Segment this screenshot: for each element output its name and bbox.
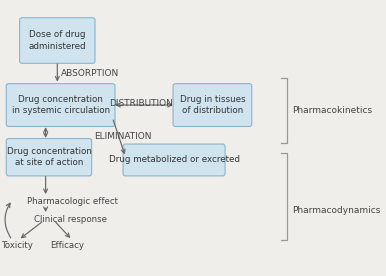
Text: Pharmacologic effect: Pharmacologic effect xyxy=(27,197,118,206)
Text: Drug concentration
in systemic circulation: Drug concentration in systemic circulati… xyxy=(12,95,110,115)
Text: Pharmacokinetics: Pharmacokinetics xyxy=(293,106,372,115)
Text: ABSORPTION: ABSORPTION xyxy=(61,69,119,78)
Text: Clinical response: Clinical response xyxy=(34,214,107,224)
Text: Toxicity: Toxicity xyxy=(2,241,34,250)
Text: Efficacy: Efficacy xyxy=(50,241,84,250)
Text: Drug in tissues
of distribution: Drug in tissues of distribution xyxy=(179,95,245,115)
Text: Pharmacodynamics: Pharmacodynamics xyxy=(293,206,381,215)
FancyBboxPatch shape xyxy=(20,18,95,63)
FancyBboxPatch shape xyxy=(173,84,252,126)
Text: Dose of drug
administered: Dose of drug administered xyxy=(29,30,86,51)
Text: ELIMINATION: ELIMINATION xyxy=(94,132,151,141)
FancyBboxPatch shape xyxy=(6,84,115,126)
Text: Drug metabolized or excreted: Drug metabolized or excreted xyxy=(108,155,240,164)
FancyBboxPatch shape xyxy=(123,144,225,176)
Text: Drug concentration
at site of action: Drug concentration at site of action xyxy=(7,147,91,168)
Text: DISTRIBUTION: DISTRIBUTION xyxy=(109,99,173,108)
FancyBboxPatch shape xyxy=(6,139,91,176)
